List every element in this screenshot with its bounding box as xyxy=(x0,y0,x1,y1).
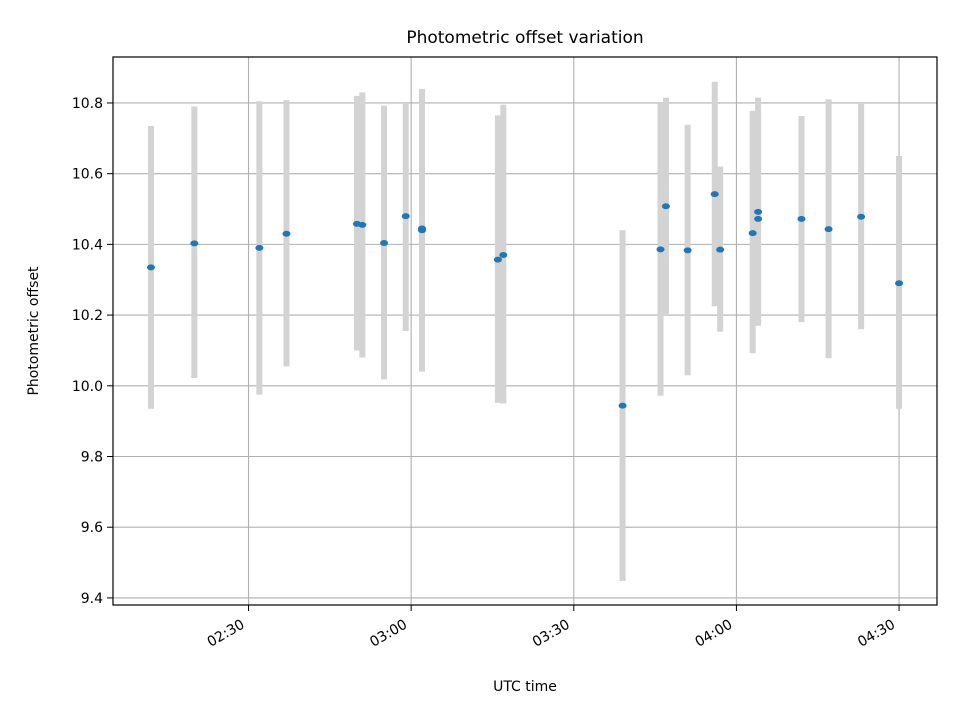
data-point xyxy=(146,264,155,271)
plot-frame xyxy=(112,56,938,606)
error-bars xyxy=(147,81,903,581)
data-point xyxy=(754,215,763,222)
x-axis: 02:30 03:00 03:30 04:00 04:30 xyxy=(205,605,900,651)
data-point xyxy=(255,244,264,251)
data-point xyxy=(683,247,692,254)
x-tick-label: 04:00 xyxy=(692,617,735,651)
data-point xyxy=(282,230,291,237)
data-point xyxy=(895,280,904,287)
data-point xyxy=(499,251,508,258)
data-point xyxy=(358,221,367,228)
data-point xyxy=(661,203,670,210)
data-point xyxy=(418,225,426,232)
y-tick-label: 10.8 xyxy=(72,96,103,112)
x-tick-label: 03:30 xyxy=(530,617,573,651)
data-point xyxy=(401,213,410,220)
y-tick-label: 10.6 xyxy=(72,167,103,183)
y-tick-label: 10.2 xyxy=(72,308,103,324)
data-point xyxy=(656,246,665,253)
x-tick-label: 04:30 xyxy=(855,617,898,651)
x-axis-label: UTC time xyxy=(493,679,557,695)
y-axis-label: Photometric offset xyxy=(26,266,42,396)
chart-title: Photometric offset variation xyxy=(406,28,643,48)
y-tick-label: 9.8 xyxy=(81,450,103,466)
x-tick-label: 03:00 xyxy=(367,617,410,651)
y-tick-label: 9.4 xyxy=(81,591,103,607)
grid xyxy=(113,57,937,605)
data-point xyxy=(493,256,502,263)
data-point xyxy=(857,213,866,220)
data-point xyxy=(618,402,627,409)
y-tick-label: 9.6 xyxy=(81,520,103,536)
data-point xyxy=(716,246,725,253)
y-tick-label: 10.4 xyxy=(72,237,103,253)
data-point xyxy=(190,240,199,247)
x-tick-label: 02:30 xyxy=(205,617,248,651)
data-point xyxy=(710,191,719,198)
data-point xyxy=(754,208,763,215)
data-point xyxy=(748,230,757,237)
y-axis: 9.4 9.6 9.8 10.0 10.2 10.4 10.6 10.8 xyxy=(72,96,113,607)
data-point xyxy=(797,215,806,222)
data-points xyxy=(146,191,904,409)
data-point xyxy=(380,239,389,246)
y-tick-label: 10.0 xyxy=(72,379,103,395)
data-point xyxy=(824,226,833,233)
